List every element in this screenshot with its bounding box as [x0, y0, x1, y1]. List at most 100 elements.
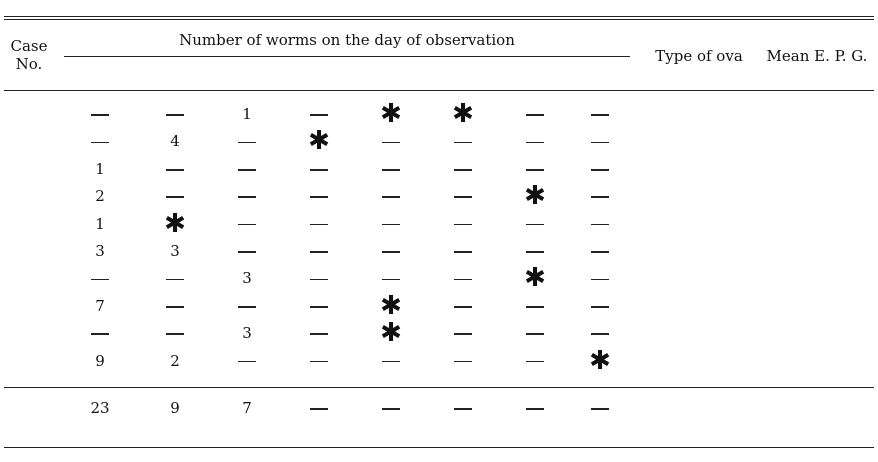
- day-cell: [505, 104, 565, 124]
- day-cell: 3: [242, 269, 252, 288]
- day-cell: [145, 323, 205, 343]
- asterisk-mark: ✱: [380, 290, 402, 321]
- day-cell: [570, 159, 630, 179]
- dash-mark: [310, 408, 328, 410]
- dash-mark: [454, 360, 472, 363]
- dash-mark: [591, 306, 609, 308]
- total-count: 9: [170, 399, 180, 417]
- day-cell: [361, 268, 421, 288]
- total-count: [351, 398, 431, 418]
- day-cell: [217, 296, 277, 316]
- day-cell: [145, 268, 205, 288]
- dash-mark: [238, 251, 256, 253]
- day-cell: [70, 323, 130, 343]
- dash-mark: [310, 333, 328, 335]
- asterisk-mark: ✱: [452, 99, 474, 129]
- day-cell: [217, 351, 277, 371]
- day-cell: [217, 186, 277, 206]
- day-cell: [289, 296, 349, 316]
- day-cell: 9: [95, 351, 105, 370]
- dash-mark: [591, 251, 609, 253]
- day-cell: [361, 131, 421, 151]
- dash-mark: [591, 333, 609, 335]
- day-cell: [433, 186, 493, 206]
- day-cell: 2: [170, 351, 180, 370]
- header-ova: Type of ova: [655, 47, 743, 65]
- day-cell: [505, 323, 565, 343]
- dash-mark: [526, 141, 544, 144]
- day-cell: [433, 268, 493, 288]
- dash-mark: [526, 223, 544, 226]
- dash-mark: [238, 360, 256, 363]
- dash-mark: [310, 360, 328, 363]
- dash-mark: [454, 169, 472, 171]
- day-cell: [361, 241, 421, 261]
- day-cell: [433, 323, 493, 343]
- day-cell: [361, 351, 421, 371]
- day-cell: [70, 104, 130, 124]
- day-cell: [217, 214, 277, 234]
- dash-mark: [238, 169, 256, 171]
- day-cell: [570, 131, 630, 151]
- header-group: Number of worms on the day of observatio…: [179, 31, 515, 49]
- dash-mark: [91, 141, 109, 144]
- top-rule-2: [4, 19, 874, 20]
- dash-mark: [382, 169, 400, 171]
- dash-mark: [454, 408, 472, 410]
- dash-mark: [238, 141, 256, 144]
- dash-mark: [382, 360, 400, 363]
- header-bottom-rule: [4, 90, 874, 91]
- day-cell: [361, 159, 421, 179]
- day-cell: 3: [95, 242, 105, 260]
- day-cell: [217, 241, 277, 261]
- day-cell: 1: [95, 159, 105, 178]
- day-cell: [289, 323, 349, 343]
- asterisk-mark: ✱: [524, 181, 546, 212]
- day-cell: [289, 186, 349, 206]
- dash-mark: [526, 114, 544, 116]
- dash-mark: [454, 306, 472, 308]
- day-cell: [433, 296, 493, 316]
- dash-mark: [591, 408, 609, 410]
- day-cell: [570, 323, 630, 343]
- dash-mark: [91, 278, 109, 281]
- day-cell: [505, 159, 565, 179]
- dash-mark: [591, 169, 609, 171]
- dash-mark: [310, 278, 328, 281]
- dash-mark: [382, 196, 400, 198]
- day-cell: [145, 186, 205, 206]
- dash-mark: [238, 306, 256, 308]
- day-cell: [570, 214, 630, 234]
- dash-mark: [526, 360, 544, 363]
- day-cell: [145, 104, 205, 124]
- day-cell: [505, 351, 565, 371]
- dash-mark: [454, 278, 472, 281]
- dash-mark: [382, 278, 400, 281]
- day-cell: [70, 268, 130, 288]
- dash-mark: [238, 223, 256, 226]
- day-cell: [145, 296, 205, 316]
- day-cell: 3: [170, 242, 180, 260]
- dash-mark: [591, 223, 609, 226]
- asterisk-mark: ✱: [308, 126, 330, 157]
- day-cell: 2: [95, 187, 105, 206]
- dash-mark: [91, 114, 109, 116]
- dash-mark: [526, 169, 544, 171]
- top-rule-1: [4, 16, 874, 17]
- asterisk-mark: ✱: [524, 263, 546, 294]
- day-cell: [433, 214, 493, 234]
- day-cell: [570, 104, 630, 124]
- dash-mark: [166, 196, 184, 198]
- asterisk-mark: ✱: [164, 208, 186, 239]
- dash-mark: [166, 333, 184, 335]
- dash-mark: [526, 251, 544, 253]
- day-cell: 1: [242, 105, 252, 123]
- day-cell: [361, 186, 421, 206]
- dash-mark: [454, 333, 472, 335]
- day-cell: [433, 351, 493, 371]
- day-cell: [433, 159, 493, 179]
- dash-mark: [454, 141, 472, 144]
- dash-mark: [310, 114, 328, 116]
- dash-mark: [454, 223, 472, 226]
- dash-mark: [91, 333, 109, 335]
